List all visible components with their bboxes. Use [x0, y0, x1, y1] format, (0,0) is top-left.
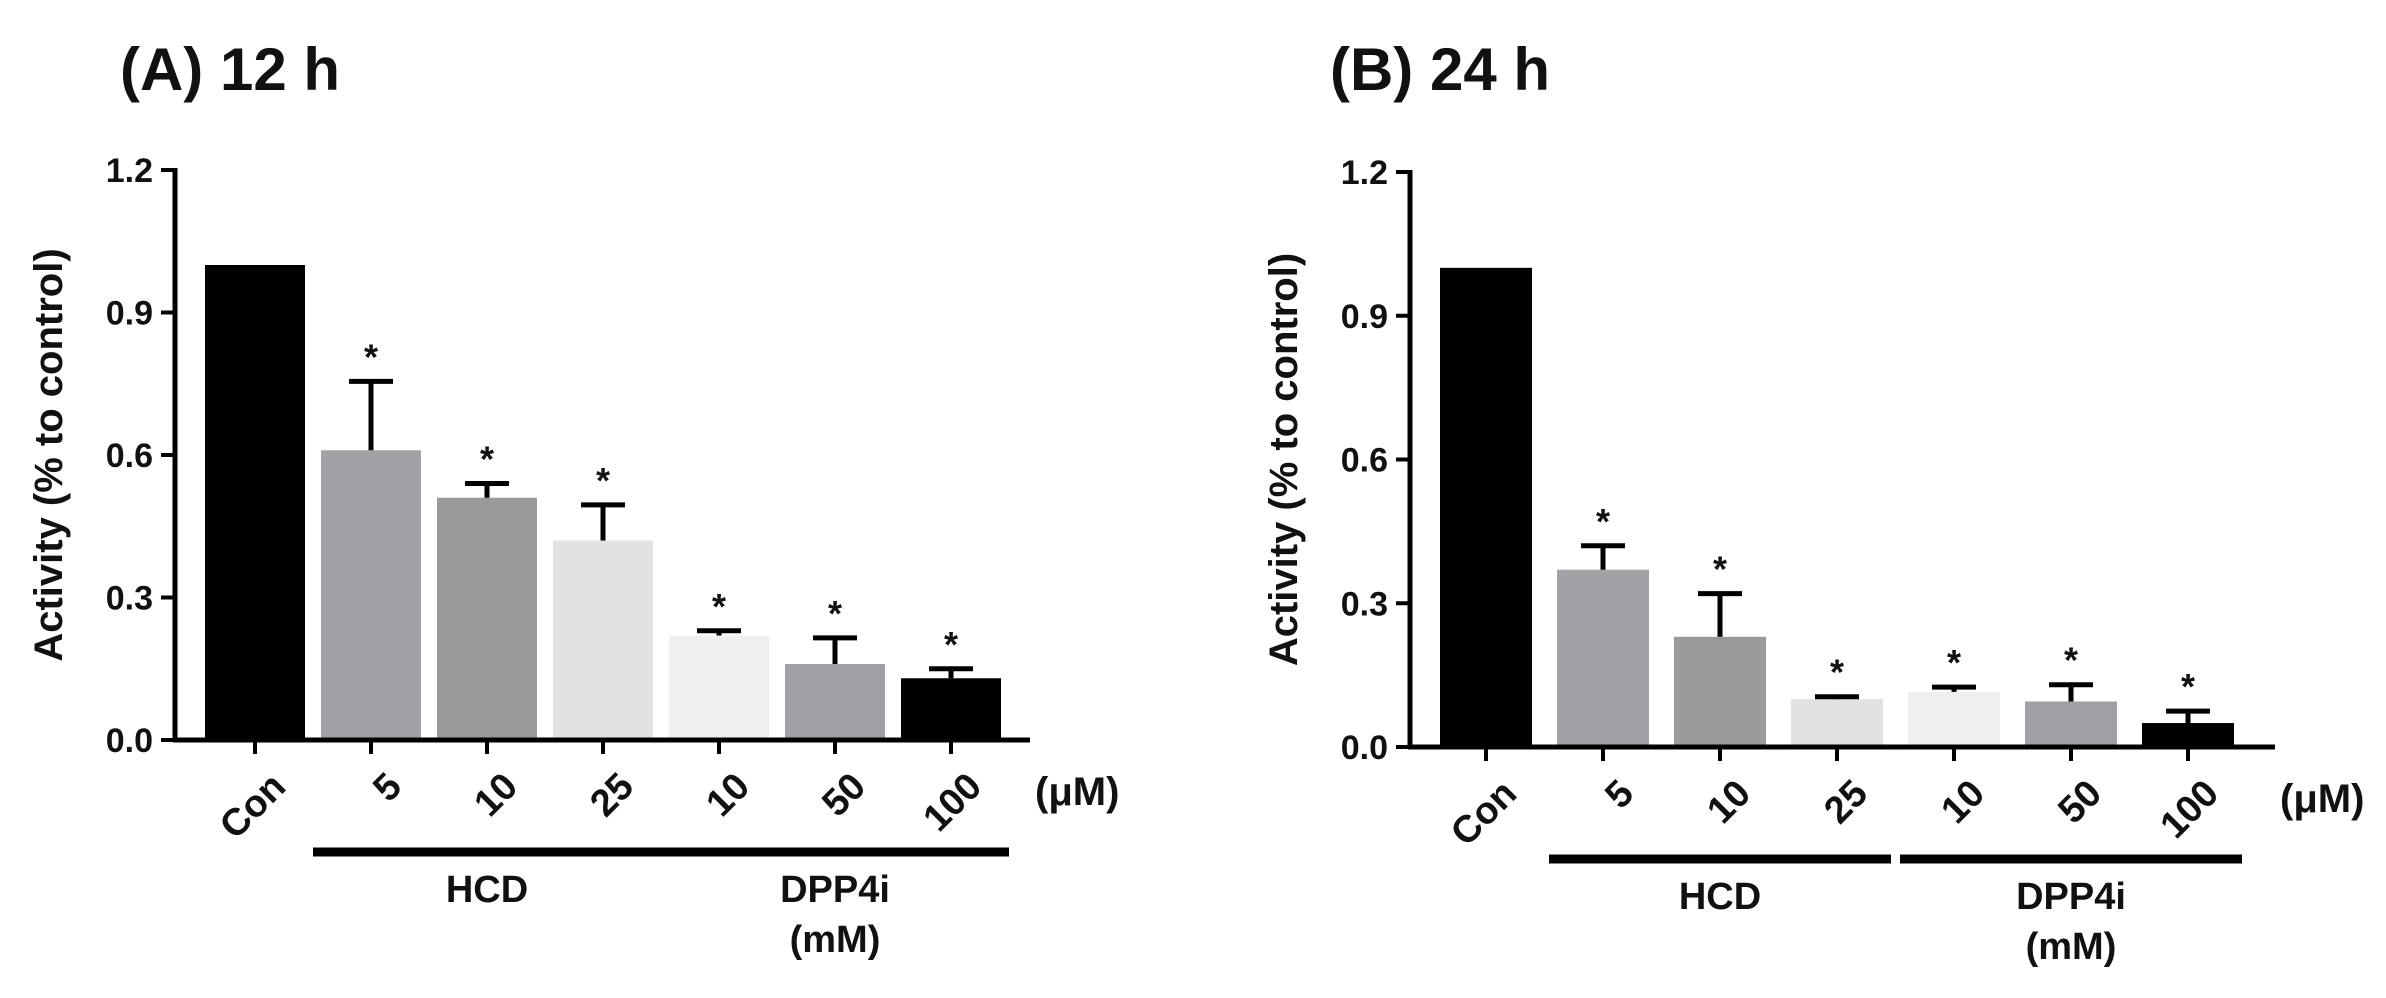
y-tick-label: 0.0 [1341, 729, 1388, 767]
x-tick-label: 10 [698, 765, 758, 825]
x-tick-label: 25 [1816, 772, 1876, 832]
x-tick-label: 100 [916, 765, 991, 840]
x-tick-label: 50 [814, 765, 874, 825]
panel-b: (B) 24 h Activity (% to control) Con * 5 * 10 *… [1262, 36, 2364, 968]
significance-marker: * [944, 624, 958, 665]
bar [2142, 723, 2234, 747]
y-axis-label: Activity (% to control) [1262, 253, 1306, 666]
significance-marker: * [1713, 549, 1727, 590]
significance-marker: * [596, 460, 610, 501]
y-tick-label: 1.2 [106, 152, 153, 190]
significance-marker: * [712, 586, 726, 627]
chart-title: (B) 24 h [1330, 36, 1550, 103]
significance-marker: * [480, 439, 494, 480]
x-tick-label: 10 [1933, 772, 1993, 832]
bar [437, 497, 537, 740]
bar [901, 678, 1001, 740]
bar [1908, 691, 2000, 747]
chart-title: (A) 12 h [120, 36, 340, 103]
significance-marker: * [364, 336, 378, 377]
bar [1791, 699, 1883, 747]
x-tick-label: 5 [365, 765, 410, 810]
x-tick-label: Con [212, 765, 294, 847]
significance-marker: * [828, 593, 842, 634]
y-tick-label: 0.3 [1341, 585, 1388, 623]
group-label: DPP4i [780, 869, 890, 911]
y-tick-label: 0.9 [1341, 298, 1388, 336]
x-tick-label: 5 [1597, 772, 1642, 817]
group-sublabel: (mM) [790, 919, 881, 961]
y-tick-label: 0.6 [1341, 442, 1388, 480]
group-label: HCD [446, 869, 528, 911]
bar [1557, 569, 1649, 747]
x-tick-label: 10 [1699, 772, 1759, 832]
bar [1440, 267, 1532, 747]
significance-marker: * [2064, 640, 2078, 681]
significance-marker: * [1830, 652, 1844, 693]
significance-marker: * [1947, 642, 1961, 683]
y-tick-label: 1.2 [1341, 154, 1388, 192]
bar [669, 635, 769, 740]
x-tick-label: 100 [2153, 772, 2228, 847]
bar [785, 664, 885, 740]
x-tick-label: 50 [2050, 772, 2110, 832]
bar [1674, 636, 1766, 747]
y-tick-label: 0.0 [106, 722, 153, 760]
y-tick-label: 0.3 [106, 580, 153, 618]
bar [321, 450, 421, 740]
x-tick-label: 25 [582, 765, 642, 825]
group-label: DPP4i [2016, 876, 2126, 918]
x-tick-label: 10 [466, 765, 526, 825]
panel-a: (A) 12 h Activity (% to control) Con * 5 * 10 *… [27, 36, 1119, 961]
bar [2025, 701, 2117, 747]
group-label: HCD [1679, 876, 1761, 918]
group-sublabel: (mM) [2026, 926, 2117, 968]
y-tick-label: 0.9 [106, 295, 153, 333]
bar [205, 265, 305, 740]
bar [553, 540, 653, 740]
unit-label: (μM) [2280, 777, 2364, 821]
x-tick-label: Con [1443, 772, 1525, 854]
significance-marker: * [2181, 666, 2195, 707]
unit-label: (μM) [1035, 770, 1119, 814]
y-axis-label: Activity (% to control) [27, 248, 71, 661]
y-tick-label: 0.6 [106, 437, 153, 475]
significance-marker: * [1596, 501, 1610, 542]
